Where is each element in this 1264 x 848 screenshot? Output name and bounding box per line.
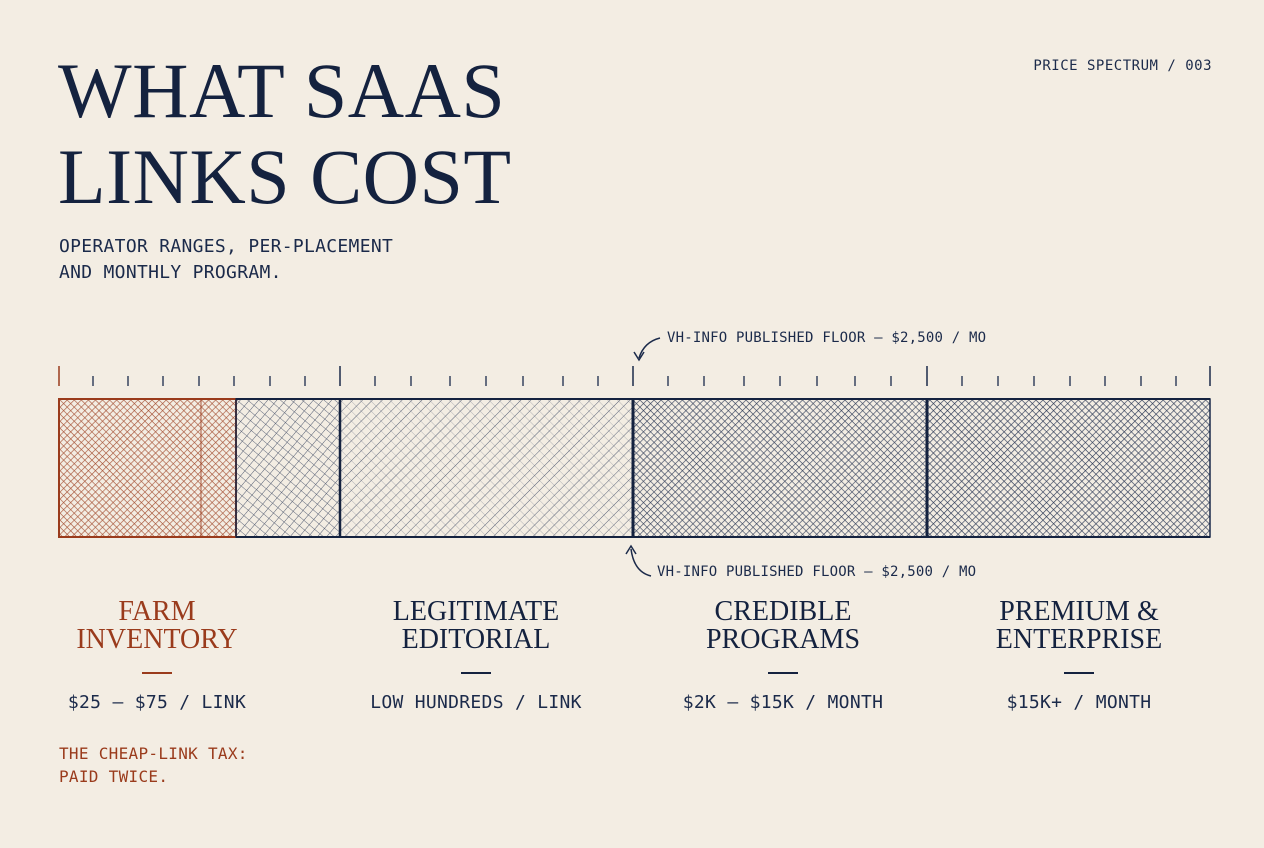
subtitle-line-2: AND MONTHLY PROGRAM.	[59, 262, 282, 283]
tier-name-line-1: FARM	[118, 596, 196, 627]
title-line-2: LINKS COST	[58, 133, 512, 220]
subtitle: OPERATOR RANGES, PER-PLACEMENT AND MONTH…	[59, 234, 393, 286]
tier-credible-programs: CREDIBLE PROGRAMS $2K – $15K / MONTH	[643, 598, 923, 714]
series-tag: PRICE SPECTRUM / 003	[1033, 58, 1212, 74]
segment-premium-enterprise	[926, 398, 1211, 538]
footnote-line-1: THE CHEAP-LINK TAX:	[59, 744, 248, 763]
tier-name-line-1: CREDIBLE	[714, 596, 852, 627]
footnote-line-2: PAID TWICE.	[59, 767, 169, 786]
segment-farm-inventory	[58, 398, 237, 538]
arrow-icon-top	[638, 337, 661, 359]
tier-farm-inventory: FARM INVENTORY $25 – $75 / LINK	[17, 598, 297, 714]
title-line-1: WHAT SAAS	[58, 47, 506, 134]
tier-name-line-2: INVENTORY	[76, 624, 238, 655]
subtitle-line-1: OPERATOR RANGES, PER-PLACEMENT	[59, 236, 394, 257]
divider	[1064, 672, 1094, 674]
tier-legitimate-editorial: LEGITIMATE EDITORIAL LOW HUNDREDS / LINK	[336, 598, 616, 714]
tier-name-line-2: EDITORIAL	[401, 624, 551, 655]
tier-name-line-2: PROGRAMS	[705, 624, 861, 655]
tier-premium-enterprise: PREMIUM & ENTERPRISE $15K+ / MONTH	[939, 598, 1219, 714]
page-title: WHAT SAAS LINKS COST	[58, 48, 512, 220]
tier-price: $15K+ / MONTH	[1006, 692, 1152, 713]
divider	[142, 672, 172, 674]
tier-name: PREMIUM & ENTERPRISE	[939, 598, 1219, 654]
divider	[768, 672, 798, 674]
footnote: THE CHEAP-LINK TAX: PAID TWICE.	[59, 742, 248, 788]
tier-name-line-1: PREMIUM &	[999, 596, 1159, 627]
tier-name: FARM INVENTORY	[17, 598, 297, 654]
arrow-icon-bottom	[630, 548, 652, 577]
tier-name: CREDIBLE PROGRAMS	[643, 598, 923, 654]
tier-price: $2K – $15K / MONTH	[682, 692, 884, 713]
segment-credible-programs	[632, 398, 928, 538]
tier-name-line-1: LEGITIMATE	[392, 596, 560, 627]
annotation-top: VH-INFO PUBLISHED FLOOR — $2,500 / MO	[667, 330, 987, 346]
segment-legitimate-editorial-b	[339, 398, 634, 538]
tier-price: $25 – $75 / LINK	[67, 692, 247, 713]
segment-legitimate-editorial-a	[235, 398, 341, 538]
tier-price: LOW HUNDREDS / LINK	[370, 692, 582, 713]
tier-name-line-2: ENTERPRISE	[995, 624, 1163, 655]
tick-marks	[58, 366, 1211, 386]
tier-name: LEGITIMATE EDITORIAL	[336, 598, 616, 654]
annotation-bottom: VH-INFO PUBLISHED FLOOR — $2,500 / MO	[657, 564, 977, 580]
divider	[461, 672, 491, 674]
